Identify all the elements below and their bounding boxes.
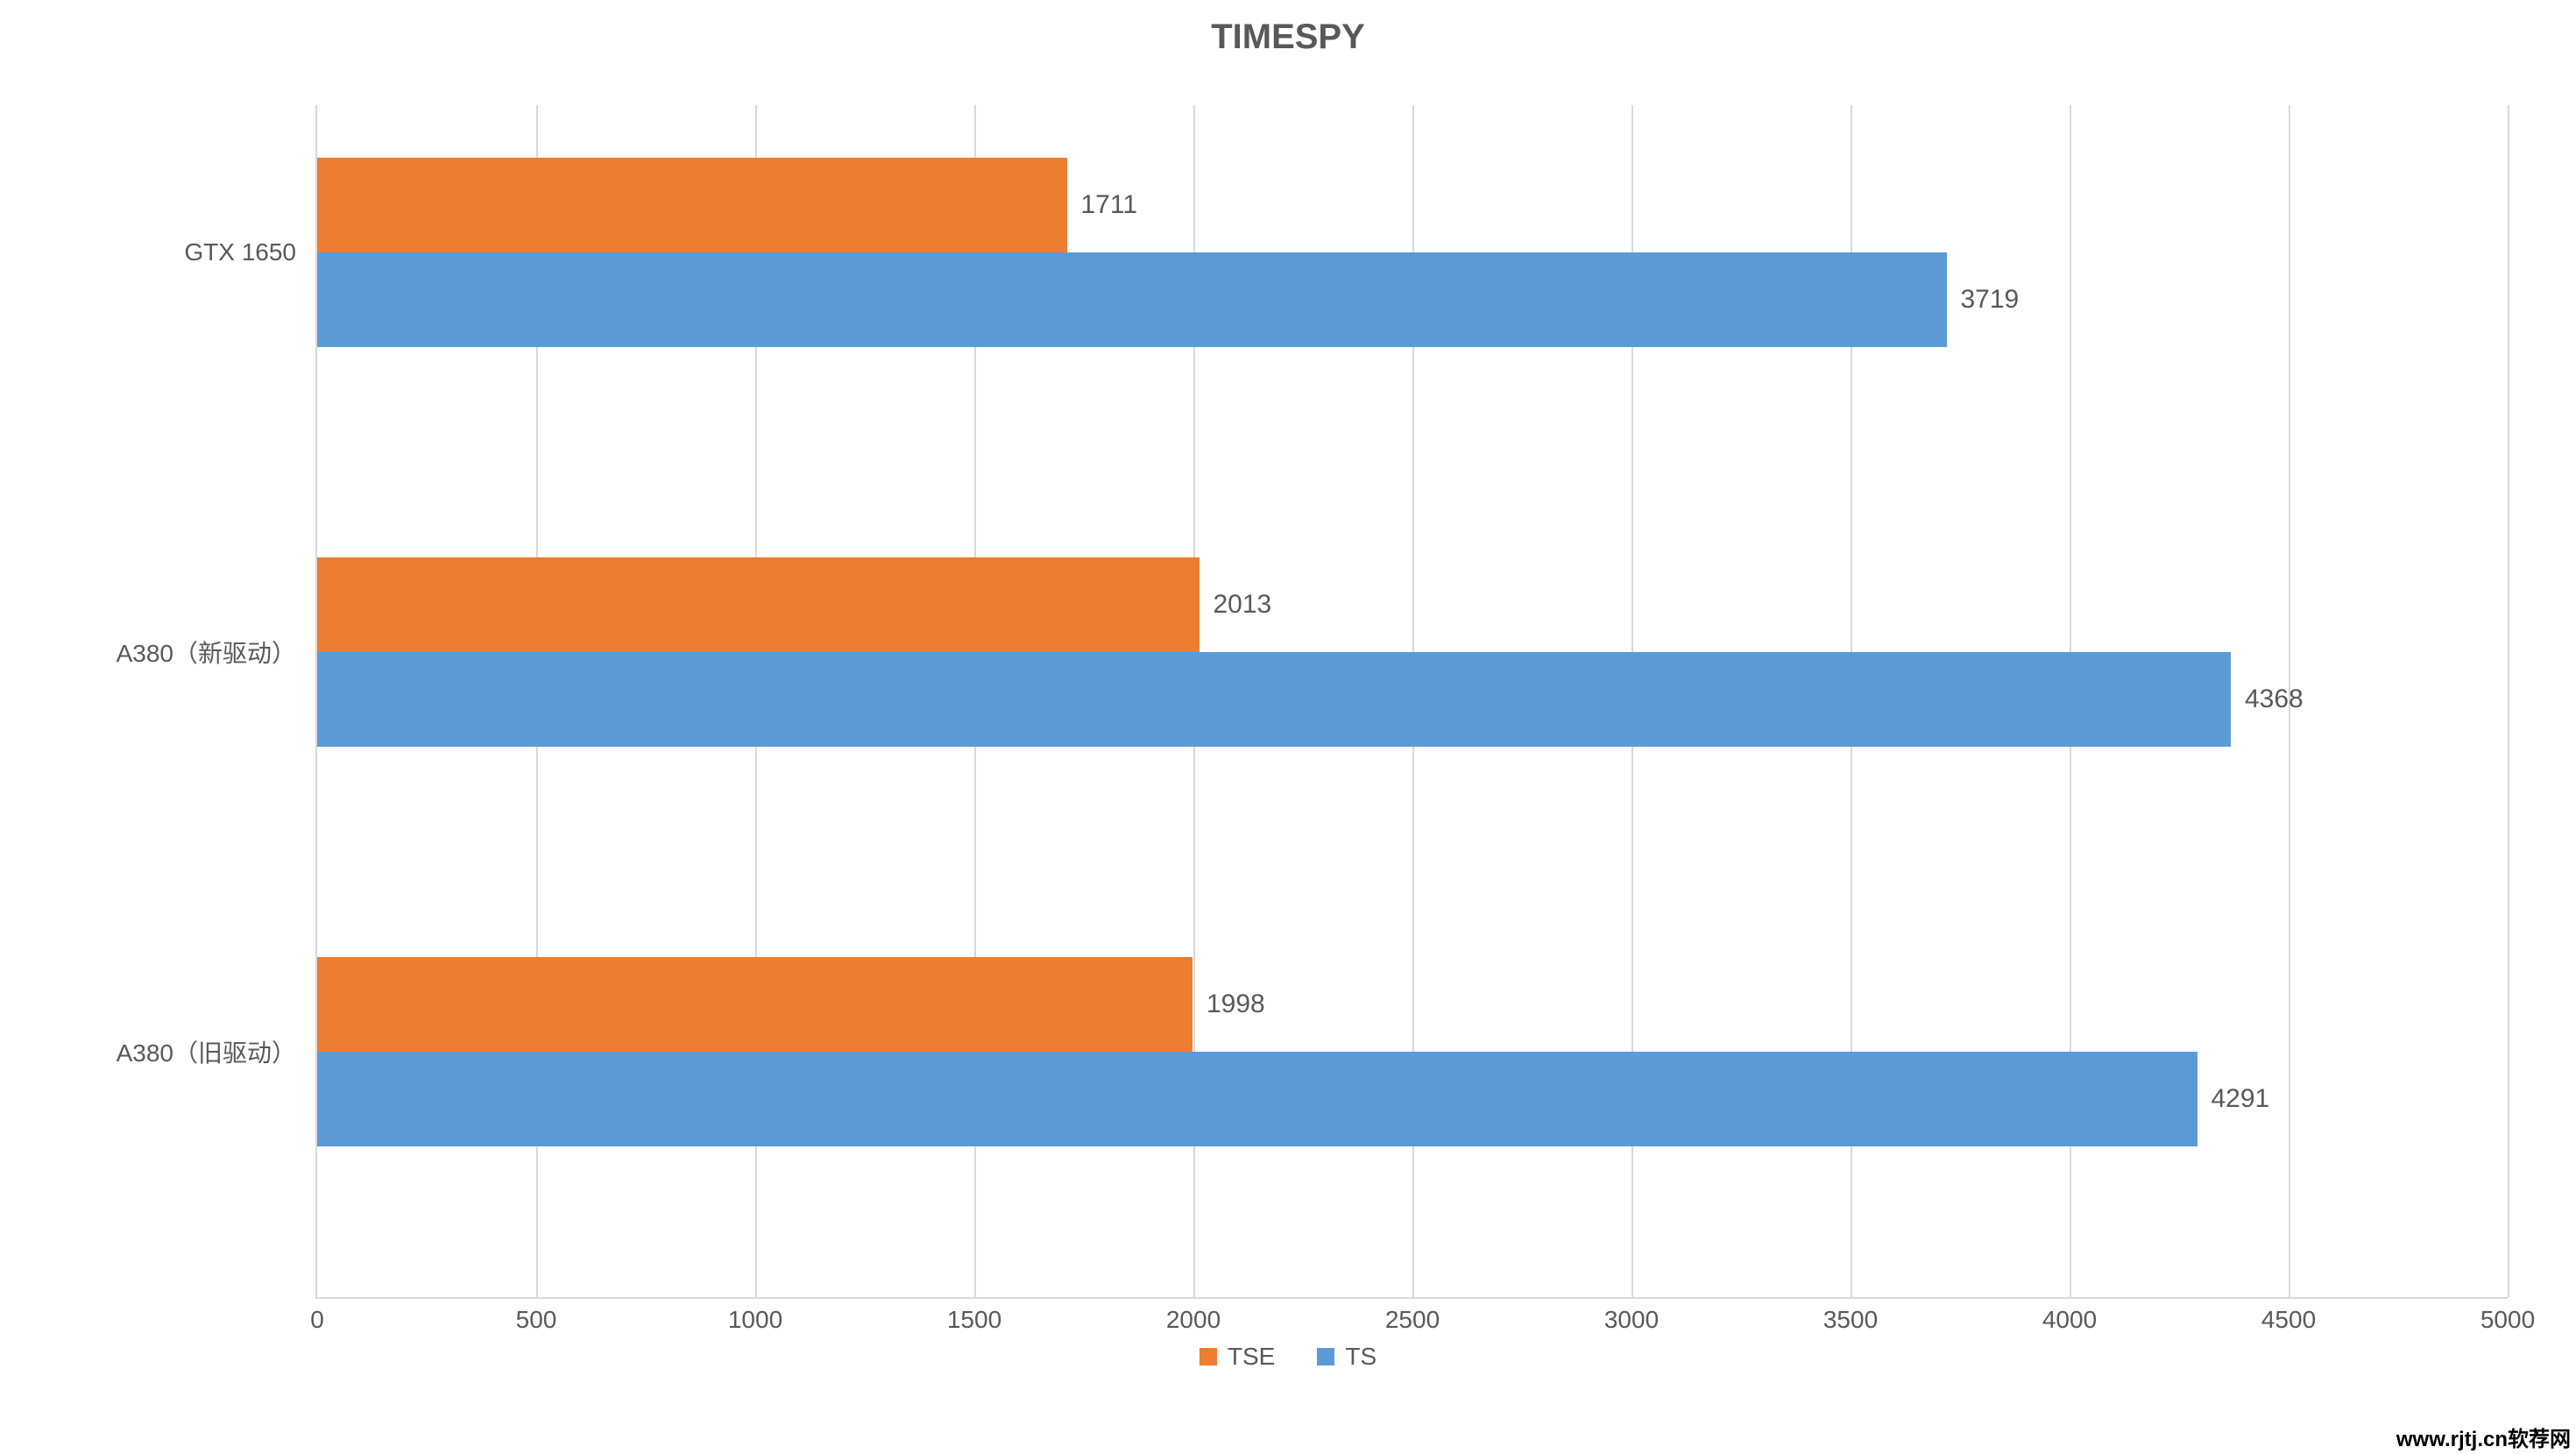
bar-ts — [317, 1052, 2197, 1146]
x-tick-label: 5000 — [2480, 1306, 2535, 1334]
x-tick-label: 4000 — [2042, 1306, 2097, 1334]
x-tick-label: 2000 — [1166, 1306, 1221, 1334]
bar-tse — [317, 557, 1200, 652]
bar-value-label: 1998 — [1207, 989, 1265, 1019]
legend-label: TS — [1345, 1343, 1376, 1371]
bar-tse — [317, 957, 1192, 1052]
bar-value-label: 1711 — [1081, 190, 1138, 220]
bar-ts — [317, 652, 2231, 747]
category-label: GTX 1650 — [184, 238, 317, 266]
x-tick-label: 1000 — [728, 1306, 782, 1334]
x-tick-label: 3500 — [1823, 1306, 1878, 1334]
gridline — [2508, 105, 2509, 1297]
legend: TSE TS — [0, 1343, 2576, 1372]
x-tick-label: 500 — [516, 1306, 557, 1334]
x-tick-label: 3000 — [1604, 1306, 1659, 1334]
category-label: A380（旧驱动） — [117, 1034, 317, 1069]
legend-swatch — [1317, 1348, 1334, 1365]
x-tick-label: 2500 — [1385, 1306, 1440, 1334]
bar-value-label: 4291 — [2212, 1084, 2270, 1114]
x-tick-label: 1500 — [947, 1306, 1001, 1334]
category-label: A380（新驱动） — [117, 635, 317, 670]
bar-value-label: 4368 — [2245, 684, 2304, 714]
watermark: www.rjtj.cn软荐网 — [2396, 1422, 2571, 1452]
timespy-chart: TIMESPY 05001000150020002500300035004000… — [0, 0, 2576, 1454]
legend-label: TSE — [1228, 1343, 1275, 1371]
x-tick-label: 0 — [310, 1306, 324, 1334]
legend-item: TS — [1317, 1343, 1376, 1371]
bar-ts — [317, 252, 1947, 347]
legend-swatch — [1200, 1348, 1217, 1365]
bar-tse — [317, 158, 1067, 252]
bar-value-label: 3719 — [1961, 285, 2020, 315]
legend-item: TSE — [1200, 1343, 1275, 1371]
plot-area: 0500100015002000250030003500400045005000… — [315, 105, 2508, 1299]
chart-title: TIMESPY — [0, 18, 2576, 57]
x-tick-label: 4500 — [2261, 1306, 2316, 1334]
bar-value-label: 2013 — [1214, 590, 1272, 620]
